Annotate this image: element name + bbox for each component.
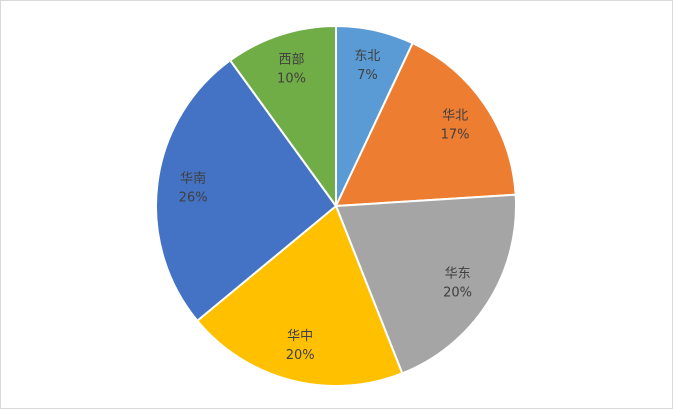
pie-slice xyxy=(155,58,338,323)
slice-label: 西部 xyxy=(278,53,304,68)
slice-label: 东北 xyxy=(354,49,380,64)
slice-value-label: 17% xyxy=(441,128,470,143)
pie-slice xyxy=(195,204,404,387)
slice-label: 华东 xyxy=(445,267,471,282)
pie-slice xyxy=(228,24,337,210)
slice-label: 华南 xyxy=(180,170,206,186)
slice-label: 华中 xyxy=(287,329,313,344)
slice-value-label: 20% xyxy=(286,348,315,363)
slice-value-label: 20% xyxy=(443,286,472,301)
pie-slice xyxy=(334,193,517,375)
pie-slice xyxy=(334,41,517,208)
slice-label: 华北 xyxy=(442,109,468,124)
slice-value-label: 7% xyxy=(357,68,378,83)
slice-value-label: 26% xyxy=(179,190,208,205)
slice-value-label: 10% xyxy=(277,72,306,87)
